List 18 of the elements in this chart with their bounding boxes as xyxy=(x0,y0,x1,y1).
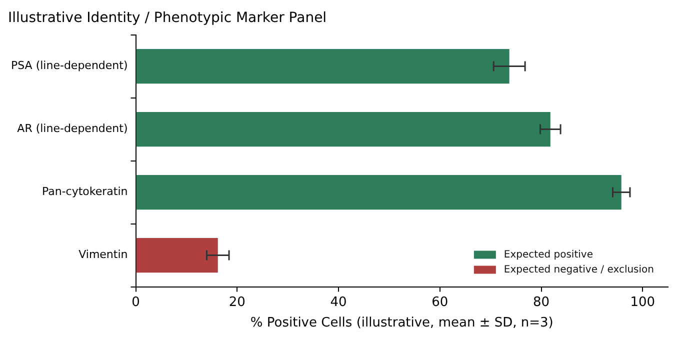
x-tick-label: 40 xyxy=(330,294,347,310)
bar xyxy=(136,48,510,84)
x-tick-label: 80 xyxy=(533,294,550,310)
y-tick-label: PSA (line-dependent) xyxy=(10,59,128,72)
legend-label: Expected negative / exclusion xyxy=(504,264,654,276)
bar xyxy=(136,238,218,273)
x-tick-label: 60 xyxy=(432,294,448,310)
x-tick-label: 0 xyxy=(132,294,140,310)
y-tick-label: Pan-cytokeratin xyxy=(42,185,128,198)
x-tick-label: 100 xyxy=(630,294,656,310)
bar xyxy=(136,174,622,210)
y-tick-label: AR (line-dependent) xyxy=(17,122,128,136)
x-tick-label: 20 xyxy=(228,294,246,310)
legend-label: Expected positive xyxy=(504,249,593,260)
x-axis-title: % Positive Cells (illustrative, mean ± SD, n=3) xyxy=(250,316,554,331)
y-tick-label: Vimentin xyxy=(78,248,128,262)
bar xyxy=(136,112,550,147)
chart-title: Illustrative Identity / Phenotypic Marker Panel xyxy=(8,10,327,26)
